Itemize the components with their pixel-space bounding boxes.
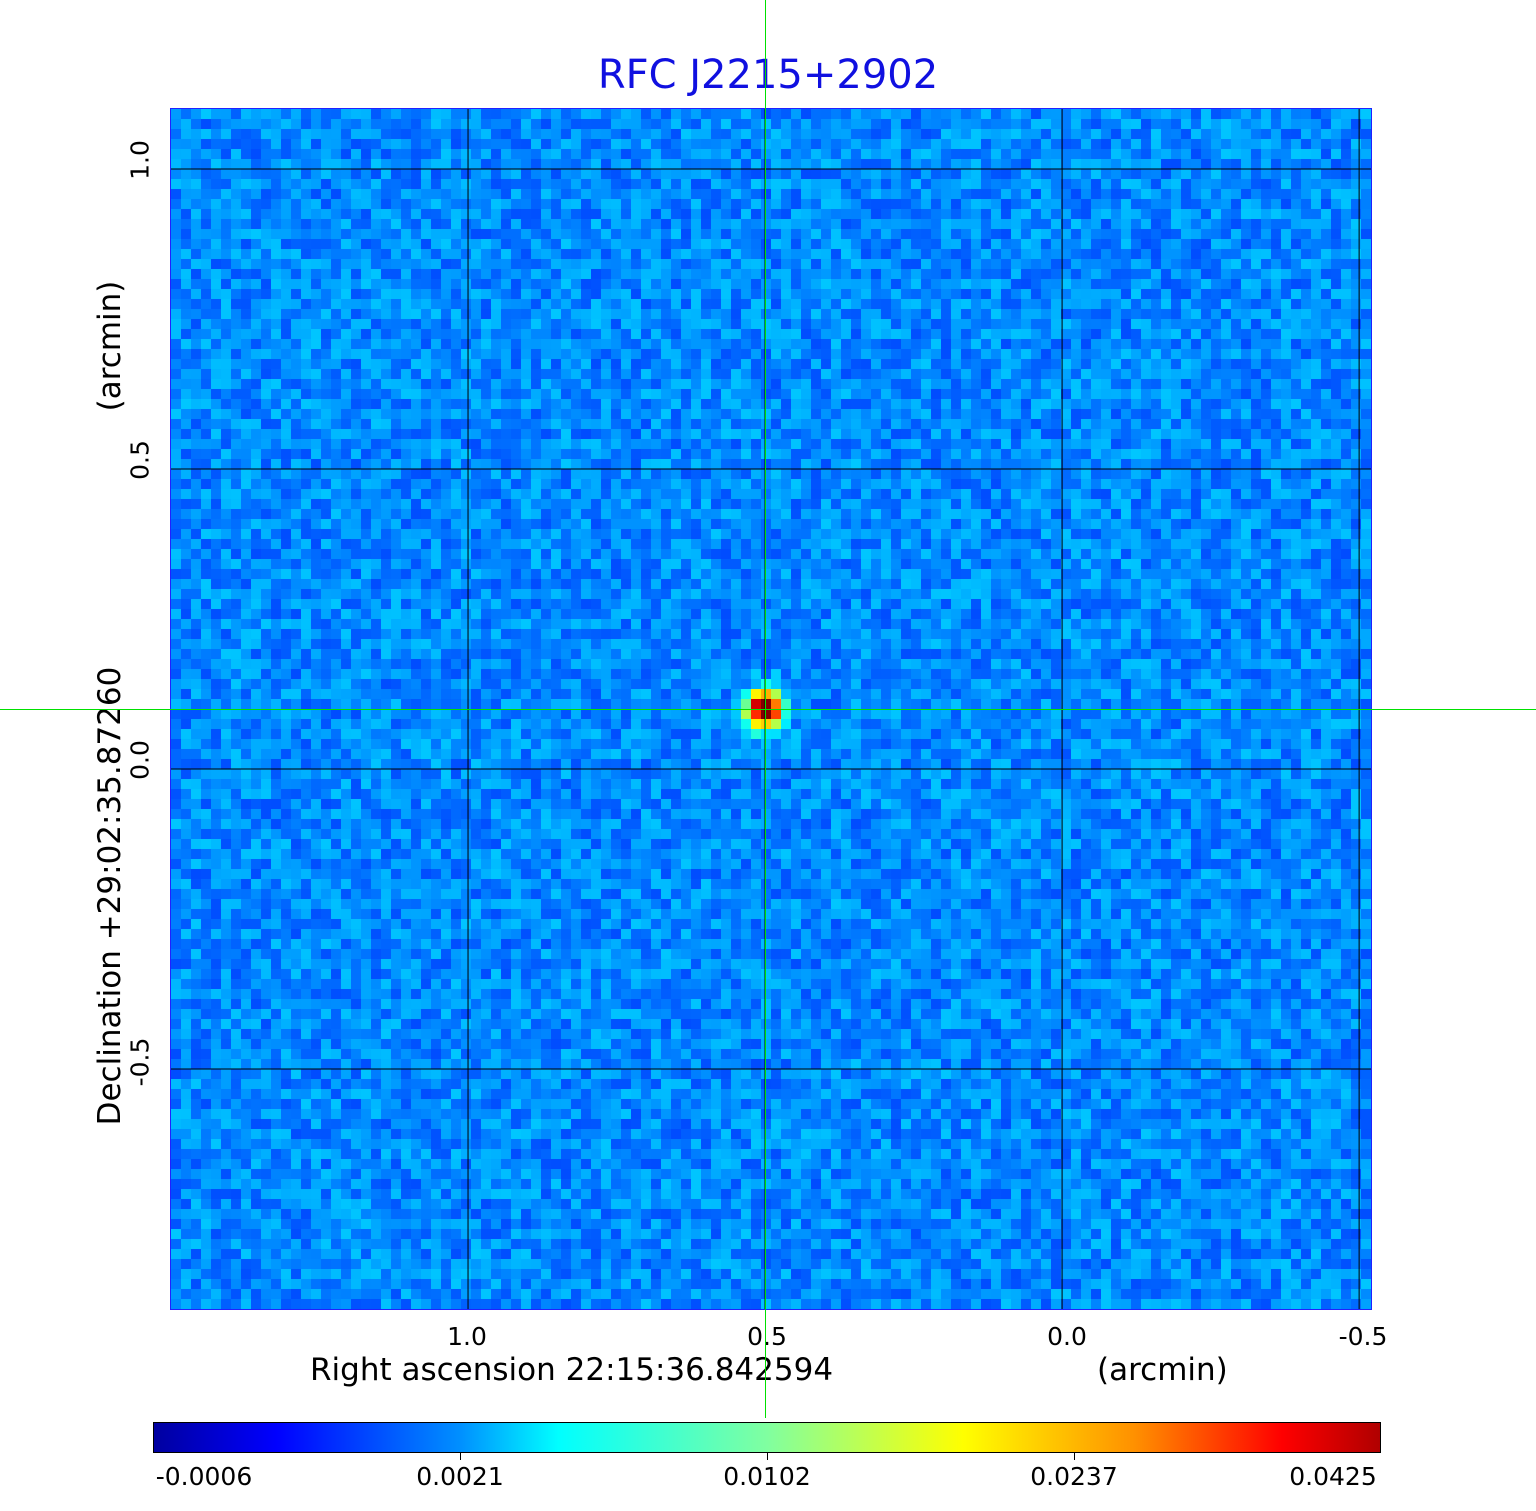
colorbar-tick-label: 0.0237 (1030, 1462, 1118, 1491)
colorbar-tick (1074, 1453, 1075, 1460)
x-tick-label: 1.0 (447, 1322, 487, 1351)
y-tick-label: -0.5 (125, 1037, 155, 1087)
colorbar-tick-label: 0.0021 (416, 1462, 504, 1491)
y-axis-label: Declination +29:02:35.87260 (92, 666, 128, 1126)
y-tick-label: 0.0 (125, 740, 155, 780)
x-axis-unit: (arcmin) (1097, 1352, 1228, 1388)
chart-title: RFC J2215+2902 (597, 52, 939, 98)
colorbar-tick (460, 1453, 461, 1460)
y-tick-label: 0.5 (125, 440, 155, 480)
colorbar (153, 1422, 1381, 1453)
y-axis-unit: (arcmin) (92, 280, 128, 412)
x-tick-label: -0.5 (1338, 1322, 1388, 1351)
crosshair-horizontal (0, 709, 1536, 710)
colorbar-tick-label: 0.0102 (723, 1462, 811, 1491)
x-tick-label: 0.0 (1047, 1322, 1087, 1351)
colorbar-tick-label: 0.0425 (1289, 1462, 1377, 1491)
x-tick-label: 0.5 (747, 1322, 787, 1351)
y-tick-label: 1.0 (125, 140, 155, 180)
colorbar-tick (767, 1453, 768, 1460)
x-axis-label: Right ascension 22:15:36.842594 (310, 1352, 834, 1388)
colorbar-tick-label: -0.0006 (155, 1462, 253, 1491)
